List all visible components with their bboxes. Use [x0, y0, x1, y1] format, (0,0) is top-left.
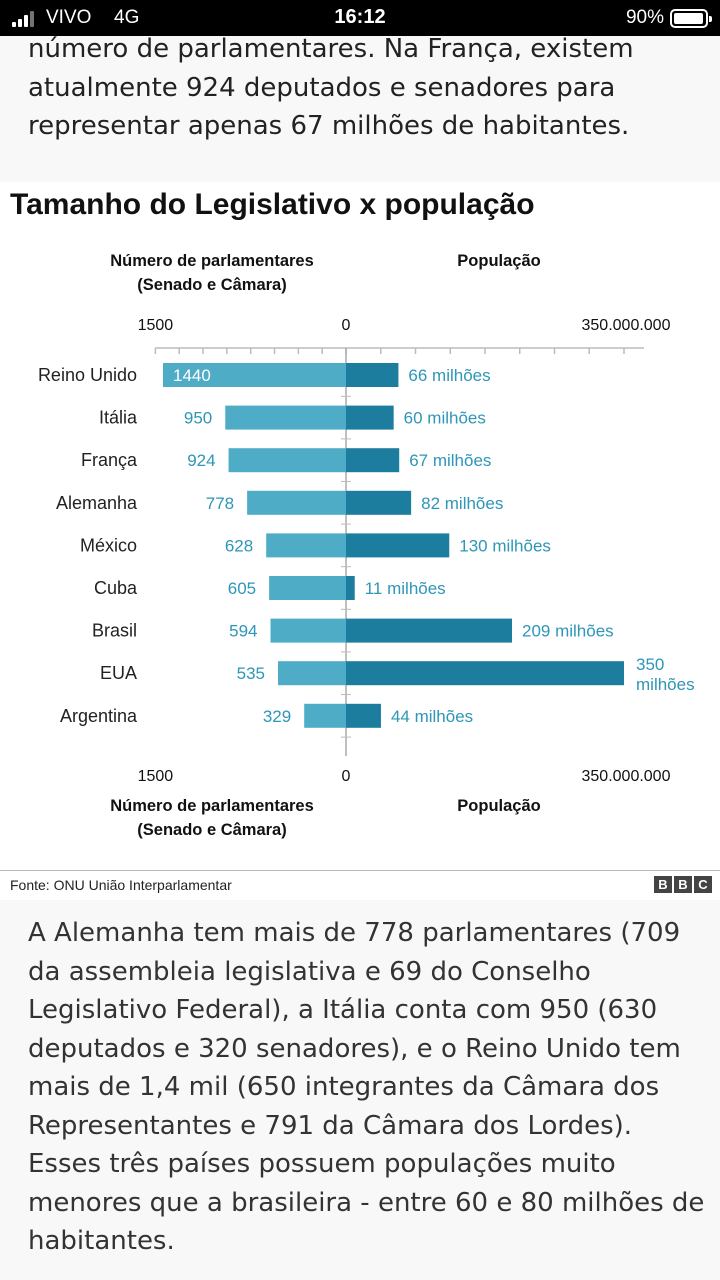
- article-paragraph: A Alemanha tem mais de 778 parlamentares…: [28, 918, 705, 1256]
- right-bar-value: 209 milhões: [522, 622, 614, 641]
- clock: 16:12: [334, 6, 386, 28]
- bbc-logo: B B C: [654, 876, 712, 893]
- left-bar-value: 329: [263, 707, 291, 726]
- signal-icon: [12, 11, 38, 27]
- left-bar: [269, 576, 346, 600]
- right-bar: [346, 405, 394, 430]
- left-bar-value: 950: [184, 409, 212, 428]
- right-bar: [346, 533, 450, 558]
- right-axis-tick-label: 350.000.000: [582, 768, 671, 785]
- chart-source: Fonte: ONU União Interparlamentar: [10, 877, 232, 893]
- carrier-name: VIVO: [46, 7, 92, 28]
- left-axis-title: Número de parlamentares: [110, 797, 314, 815]
- right-bar: [346, 618, 513, 643]
- left-bar: [278, 661, 346, 686]
- right-bar-value: 67 milhões: [409, 451, 491, 470]
- category-label: Alemanha: [56, 493, 138, 513]
- category-label: Brasil: [92, 621, 137, 641]
- left-bar-value: 1440: [173, 366, 211, 385]
- divider: [0, 870, 720, 871]
- left-axis-title: Número de parlamentares: [110, 252, 314, 270]
- left-bar-value: 778: [206, 494, 234, 513]
- article-text-top: número de parlamentares. Na França, exis…: [0, 36, 720, 182]
- left-bar: [304, 703, 346, 728]
- category-label: EUA: [100, 663, 137, 683]
- right-bar: [346, 363, 399, 387]
- article-text-bottom: A Alemanha tem mais de 778 parlamentares…: [0, 900, 720, 1280]
- left-bar: [228, 448, 346, 473]
- left-bar-value: 594: [229, 622, 257, 641]
- article-paragraph: número de parlamentares. Na França, exis…: [28, 36, 634, 141]
- right-bar: [346, 576, 355, 600]
- left-axis-tick-label: 1500: [138, 317, 174, 334]
- left-axis-subtitle: (Senado e Câmara): [137, 821, 286, 839]
- right-bar-value: 66 milhões: [408, 366, 490, 385]
- category-label: Reino Unido: [38, 365, 137, 385]
- right-axis-title: População: [457, 252, 540, 270]
- right-bar: [346, 448, 400, 473]
- logo-letter: C: [694, 876, 712, 893]
- left-bar: [225, 405, 346, 430]
- right-bar-value: milhões: [636, 675, 695, 694]
- category-label: México: [80, 535, 137, 555]
- left-bar-value: 605: [228, 579, 256, 598]
- left-bar: [266, 533, 346, 558]
- right-bar-value: 82 milhões: [421, 494, 503, 513]
- chart-title: Tamanho do Legislativo x população: [10, 188, 535, 221]
- center-axis-tick-label: 0: [342, 768, 351, 785]
- left-axis-tick-label: 1500: [138, 768, 174, 785]
- right-axis-title: População: [457, 797, 540, 815]
- left-bar: [270, 618, 346, 643]
- left-bar-value: 628: [225, 536, 253, 555]
- left-bar: [247, 490, 346, 515]
- right-bar: [346, 490, 412, 515]
- right-axis-tick-label: 350.000.000: [582, 317, 671, 334]
- logo-letter: B: [674, 876, 692, 893]
- butterfly-bar-chart: Número de parlamentares (Senado e Câmara)…: [38, 252, 695, 839]
- left-bar-value: 535: [237, 664, 265, 683]
- network-type: 4G: [114, 7, 140, 28]
- right-bar-value: 11 milhões: [365, 579, 446, 598]
- chart-graphic: Tamanho do Legislativo x população Númer…: [0, 182, 720, 870]
- category-label: Cuba: [94, 578, 138, 598]
- center-axis-tick-label: 0: [342, 317, 351, 334]
- right-bar-value: 60 milhões: [404, 409, 486, 428]
- category-label: França: [81, 450, 138, 470]
- battery-icon: [670, 9, 712, 28]
- left-axis-subtitle: (Senado e Câmara): [137, 276, 286, 294]
- category-label: Itália: [99, 408, 138, 428]
- right-bar-value: 44 milhões: [391, 707, 473, 726]
- right-bar: [346, 661, 624, 686]
- right-bar-value: 350: [636, 655, 664, 674]
- right-bar-value: 130 milhões: [459, 536, 551, 555]
- left-bar: [163, 363, 346, 387]
- logo-letter: B: [654, 876, 672, 893]
- status-bar: VIVO 4G 16:12 90%: [0, 0, 720, 36]
- battery-percent: 90%: [625, 7, 664, 28]
- category-label: Argentina: [60, 706, 138, 726]
- right-bar: [346, 703, 381, 728]
- left-bar-value: 924: [187, 451, 215, 470]
